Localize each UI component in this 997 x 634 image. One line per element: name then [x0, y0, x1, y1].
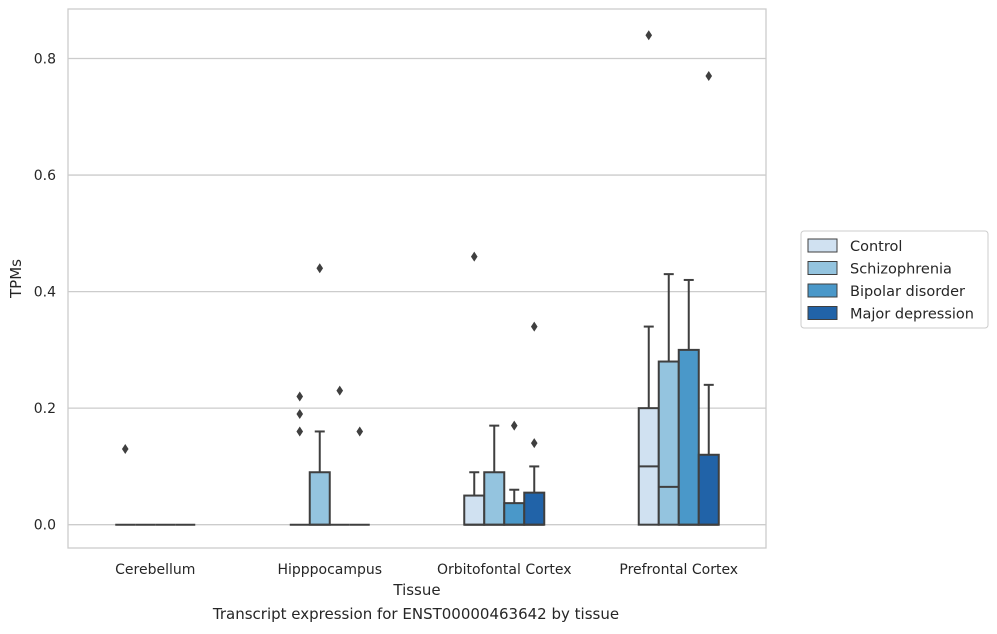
outlier-point [296, 426, 304, 437]
box-1-0 [289, 391, 310, 526]
box-body [463, 494, 486, 526]
x-tick-label: Orbitofontal Cortex [437, 562, 572, 578]
legend-swatch [807, 261, 838, 275]
outlier-point [316, 263, 324, 274]
box-3-1 [657, 273, 680, 526]
x-tick-labels: Cerebellum Hipppocampus Orbitofontal Corte… [115, 562, 738, 578]
y-tick-label: 0.4 [34, 285, 56, 301]
legend-swatch [807, 283, 838, 298]
legend-swatch [807, 238, 838, 253]
box-3-3 [697, 71, 720, 526]
box-2-3 [523, 321, 546, 526]
outlier-point [530, 321, 538, 332]
box-body [657, 360, 680, 526]
x-axis-label: Tissue [392, 581, 440, 599]
box-3-2 [677, 278, 700, 526]
box-body [483, 471, 506, 526]
legend-label: Schizophrenia [850, 262, 952, 278]
outlier-point [470, 251, 478, 262]
legend-frame [800, 230, 989, 329]
box-0-0 [115, 443, 136, 526]
box-1-2 [329, 385, 350, 526]
y-axis-label: TPMs [7, 259, 25, 299]
box-1-3 [349, 426, 370, 526]
figure-caption: Transcript expression for ENST0000046364… [212, 605, 620, 623]
box-body [677, 348, 700, 526]
legend-label: Control [850, 239, 902, 255]
box-2-0 [463, 251, 486, 526]
outlier-point [510, 420, 518, 431]
box-body [523, 491, 546, 526]
outlier-point [530, 438, 538, 449]
boxes [115, 30, 720, 526]
box-3-0 [637, 30, 660, 526]
box-2-2 [503, 420, 526, 526]
outlier-point [705, 71, 713, 82]
outlier-point [336, 385, 344, 396]
plot-frame [67, 8, 767, 549]
outlier-point [296, 391, 304, 402]
box-body [503, 502, 526, 526]
legend-swatch [807, 306, 838, 320]
x-tick-label: Hipppocampus [277, 562, 382, 578]
x-tick-label: Prefrontal Cortex [619, 562, 738, 578]
box-body [308, 471, 331, 526]
y-tick-label: 0.0 [34, 518, 56, 534]
x-tick-label: Cerebellum [115, 562, 195, 578]
box-1-1 [308, 263, 331, 526]
outlier-point [356, 426, 364, 437]
outlier-point [121, 443, 129, 454]
legend-label: Major depression [850, 307, 974, 323]
box-2-1 [483, 424, 506, 526]
y-tick-label: 0.8 [34, 52, 56, 68]
outlier-point [296, 408, 304, 419]
legend: Control Schizophrenia Bipolar disorder Majo… [800, 230, 989, 329]
legend-label: Bipolar disorder [850, 284, 965, 300]
box-body [697, 453, 720, 526]
y-tick-labels: 0.0 0.2 0.4 0.6 0.8 [34, 52, 56, 534]
y-tick-label: 0.2 [34, 401, 56, 417]
outlier-point [645, 30, 653, 41]
y-tick-label: 0.6 [34, 168, 56, 184]
